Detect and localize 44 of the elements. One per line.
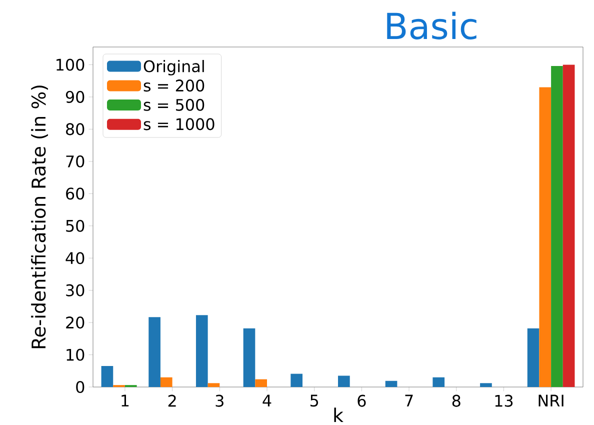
y-tick-label: 90 <box>66 90 84 103</box>
bar <box>539 87 552 387</box>
bar <box>101 366 114 387</box>
chart-title: Basic <box>387 12 476 40</box>
x-tick-label: 6 <box>358 394 366 407</box>
y-tick-label: 20 <box>66 316 84 328</box>
bar <box>562 64 575 387</box>
x-tick-label: NRI <box>538 394 564 406</box>
bar <box>385 380 398 387</box>
x-tick-label: 8 <box>452 394 460 407</box>
y-tick-label: 0 <box>76 380 84 393</box>
y-tick-label: 40 <box>66 252 84 264</box>
bar <box>160 377 172 387</box>
y-tick-label: 50 <box>66 220 84 232</box>
bar <box>527 328 540 387</box>
bar <box>208 382 220 387</box>
legend-label: Original <box>144 60 204 76</box>
legend-label: s = 200 <box>144 79 204 92</box>
x-tick-label: 13 <box>495 394 513 407</box>
bar <box>196 314 208 387</box>
y-axis-title: Re-identification Rate (in %) <box>31 85 48 348</box>
x-tick-label: 1 <box>122 394 129 406</box>
bar <box>338 376 350 387</box>
bar <box>255 379 267 387</box>
bar <box>148 316 160 387</box>
y-tick-label: 10 <box>66 348 84 361</box>
legend-label: s = 1000 <box>144 118 214 130</box>
bar <box>432 377 445 387</box>
x-tick-label: 3 <box>216 394 224 407</box>
y-tick-label: 80 <box>66 122 84 136</box>
x-axis-title: k <box>334 407 344 422</box>
x-tick-label: 7 <box>405 394 413 406</box>
y-tick-label: 60 <box>66 187 84 200</box>
x-tick-label: 5 <box>310 394 318 406</box>
bar <box>243 328 256 387</box>
x-tick-label: 2 <box>168 394 176 406</box>
bar <box>480 382 492 387</box>
y-tick-label: 70 <box>66 155 84 168</box>
legend-label: s = 500 <box>144 98 204 111</box>
x-tick-label: 4 <box>262 394 272 406</box>
y-tick-label: 100 <box>56 58 84 71</box>
bar <box>290 374 302 387</box>
y-tick-label: 30 <box>66 284 84 296</box>
bar <box>551 66 563 387</box>
